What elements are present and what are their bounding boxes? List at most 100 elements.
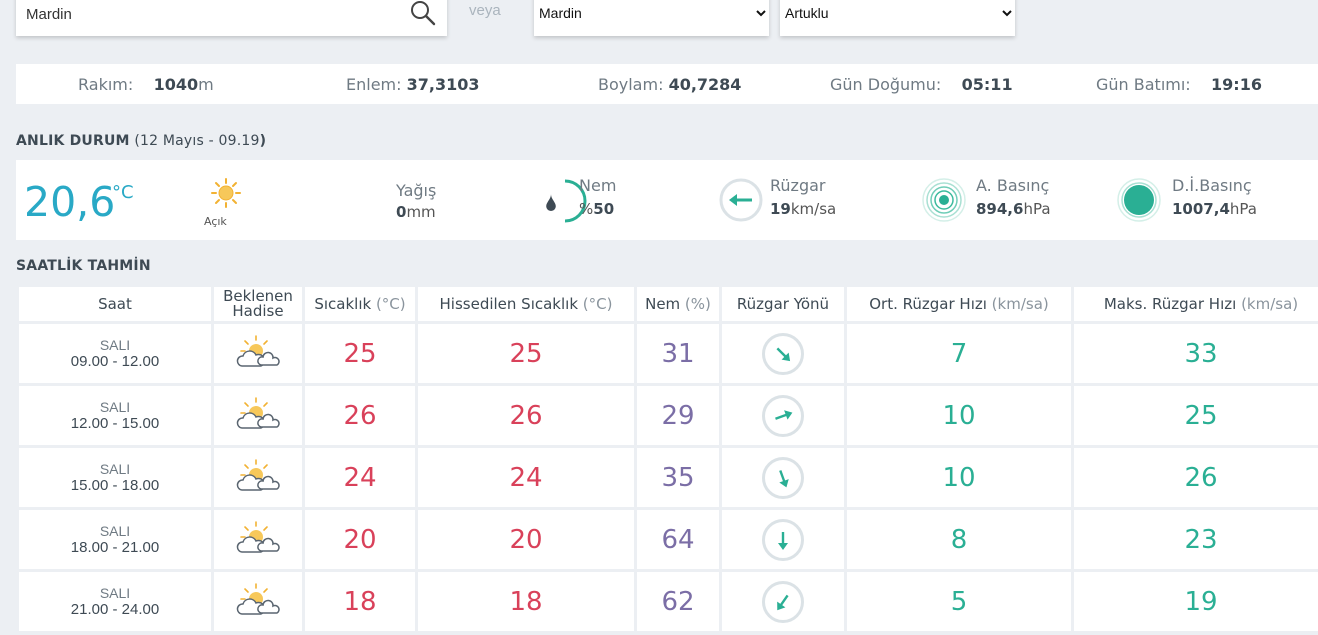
wind-avg-cell: 5: [847, 572, 1071, 631]
altitude-value: 1040: [153, 75, 199, 94]
row-wind-max: 25: [1184, 400, 1218, 431]
row-wind-max: 26: [1184, 462, 1218, 493]
feels-cell: 20: [418, 510, 634, 569]
current-conditions: 20,6 °C Açık Yağış 0mm Nem %50 Rüzgar 19…: [16, 160, 1318, 240]
row-day: SALI: [99, 337, 131, 353]
search-icon[interactable]: [409, 0, 437, 27]
humidity-cell: 29: [637, 386, 719, 445]
humidity-gauge-icon: [546, 179, 587, 223]
row-range: 15.00 - 18.00: [70, 477, 160, 494]
row-wind-avg: 5: [950, 586, 968, 617]
row-range: 21.00 - 24.00: [70, 601, 160, 618]
table-row: SALI 12.00 - 15.00 26 26 29: [19, 386, 1318, 445]
row-temp: 18: [343, 586, 377, 617]
row-wind-avg: 7: [950, 338, 968, 369]
forecast-table: Saat Beklenen Hadise Sıcaklık (°C) Hissed…: [16, 284, 1318, 634]
row-day: SALI: [99, 461, 131, 477]
partly-cloudy-icon: [236, 520, 280, 553]
altitude-label: Rakım:: [78, 75, 134, 94]
header-wind-avg-label: Ort. Rüzgar Hızı: [869, 295, 987, 313]
district-select[interactable]: Artuklu: [780, 0, 1015, 31]
header-wind-avg: Ort. Rüzgar Hızı (km/sa): [847, 287, 1071, 321]
header-humidity-unit: (%): [680, 295, 711, 313]
sea-pressure-unit: hPa: [1229, 200, 1257, 218]
table-row: SALI 09.00 - 12.00 25 25 31: [19, 324, 1318, 383]
wind-dir-cell: [722, 386, 844, 445]
header-humidity: Nem (%): [637, 287, 719, 321]
altitude-unit: m: [198, 75, 214, 94]
sea-pressure-value: 1007,4hPa: [1172, 200, 1257, 218]
sunrise-label: Gün Doğumu:: [830, 75, 942, 94]
feels-cell: 18: [418, 572, 634, 631]
row-humidity: 62: [661, 586, 695, 617]
or-label: veya: [469, 2, 501, 19]
precip-unit: mm: [406, 203, 436, 221]
partly-cloudy-icon: [236, 334, 280, 367]
sunrise: Gün Doğumu: 05:11: [830, 75, 1013, 94]
row-feels: 26: [509, 400, 543, 431]
row-humidity: 64: [661, 524, 695, 555]
time-cell: SALI 15.00 - 18.00: [19, 448, 211, 507]
wind-direction-icon: [762, 518, 804, 561]
forecast-title: SAATLİK TAHMİN: [16, 258, 151, 274]
row-wind-avg: 8: [950, 524, 968, 555]
row-range: 09.00 - 12.00: [70, 353, 160, 370]
longitude: Boylam: 40,7284: [598, 75, 741, 94]
sunset: Gün Batımı: 19:16: [1096, 75, 1262, 94]
current-subtitle-close: ): [259, 133, 267, 149]
wind-label: Rüzgar: [770, 176, 826, 195]
header-wind-dir: Rüzgar Yönü: [722, 287, 844, 321]
sea-pressure-label: D.İ.Basınç: [1172, 176, 1252, 195]
wind-dir-cell: [722, 510, 844, 569]
province-select[interactable]: Mardin: [534, 0, 769, 31]
row-feels: 18: [509, 586, 543, 617]
humidity-cell: 62: [637, 572, 719, 631]
row-feels: 24: [509, 462, 543, 493]
current-condition: Açık: [204, 215, 227, 228]
pressure-number: 894,6: [976, 200, 1024, 218]
wind-dir-cell: [722, 448, 844, 507]
row-humidity: 29: [661, 400, 695, 431]
table-row: SALI 21.00 - 24.00 18 18 62: [19, 572, 1318, 631]
wind-avg-cell: 7: [847, 324, 1071, 383]
header-wind-max: Maks. Rüzgar Hızı (km/sa): [1074, 287, 1318, 321]
sunset-value: 19:16: [1211, 75, 1262, 94]
row-feels: 20: [509, 524, 543, 555]
row-range: 12.00 - 15.00: [70, 415, 160, 432]
forecast-body: SALI 09.00 - 12.00 25 25 31: [19, 324, 1318, 631]
event-cell: [214, 324, 302, 383]
row-feels: 25: [509, 338, 543, 369]
pressure-unit: hPa: [1023, 200, 1051, 218]
sea-pressure-icon: [1117, 178, 1161, 222]
wind-avg-cell: 10: [847, 386, 1071, 445]
humidity-cell: 64: [637, 510, 719, 569]
latitude: Enlem: 37,3103: [346, 75, 479, 94]
row-wind-max: 23: [1184, 524, 1218, 555]
current-temperature-unit: °C: [112, 182, 134, 203]
wind-dir-cell: [722, 324, 844, 383]
time-cell: SALI 18.00 - 21.00: [19, 510, 211, 569]
search-input[interactable]: [26, 2, 406, 26]
row-day: SALI: [99, 399, 131, 415]
wind-value: 19km/sa: [770, 200, 836, 218]
row-humidity: 31: [661, 338, 695, 369]
wind-max-cell: 33: [1074, 324, 1318, 383]
time-cell: SALI 09.00 - 12.00: [19, 324, 211, 383]
current-date: 12 Mayıs - 09.19: [140, 133, 260, 149]
header-feels: Hissedilen Sıcaklık (°C): [418, 287, 634, 321]
wind-direction-icon: [762, 456, 804, 499]
row-wind-max: 33: [1184, 338, 1218, 369]
wind-number: 19: [770, 200, 791, 218]
partly-cloudy-icon: [236, 396, 280, 429]
humidity-number: 50: [593, 200, 615, 218]
row-day: SALI: [99, 585, 131, 601]
location-info-bar: Rakım: 1040m Enlem: 37,3103 Boylam: 40,7…: [16, 64, 1318, 104]
current-temperature: 20,6: [24, 178, 116, 226]
row-temp: 26: [343, 400, 377, 431]
temp-cell: 25: [305, 324, 415, 383]
sea-pressure-number: 1007,4: [1172, 200, 1230, 218]
province-select-box: Mardin: [534, 0, 769, 36]
sunset-label: Gün Batımı:: [1096, 75, 1191, 94]
wind-max-cell: 23: [1074, 510, 1318, 569]
wind-avg-cell: 10: [847, 448, 1071, 507]
